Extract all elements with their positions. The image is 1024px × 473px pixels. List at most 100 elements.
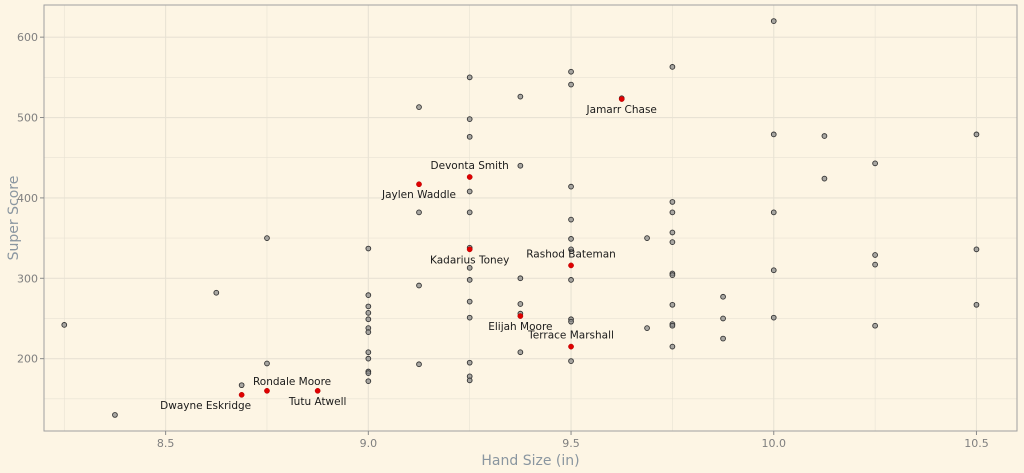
point-label: Terrace Marshall (527, 330, 614, 342)
data-point (644, 325, 650, 331)
data-point (669, 272, 676, 278)
point-label: Jamarr Chase (586, 104, 657, 116)
data-point (821, 175, 828, 182)
data-point (973, 131, 980, 138)
data-point (466, 209, 473, 216)
x-tick-label: 9.0 (360, 437, 378, 450)
data-point (466, 359, 473, 366)
data-point (568, 358, 574, 364)
data-point (872, 160, 878, 167)
data-point (365, 309, 372, 316)
point-label: Rondale Moore (253, 376, 331, 388)
data-point (568, 183, 574, 190)
data-point (568, 81, 574, 88)
data-point (973, 301, 980, 308)
data-point (466, 133, 473, 140)
data-point (517, 349, 524, 356)
data-point (770, 18, 777, 24)
data-point (669, 229, 676, 236)
x-tick-label: 10.0 (762, 437, 787, 450)
data-point (466, 298, 473, 305)
point-label: Kadarius Toney (430, 254, 509, 266)
highlighted-data-point (466, 174, 473, 180)
highlighted-data-point (238, 391, 245, 398)
data-point (568, 216, 574, 223)
highlighted-data-point (314, 387, 321, 394)
point-labels: Jamarr Chase Devonta Smith Jaylen Waddle Ka… (160, 104, 657, 412)
highlighted-data-point (264, 387, 270, 394)
data-point (238, 382, 245, 389)
y-axis-title: Super Score (6, 176, 22, 261)
data-point (872, 252, 878, 258)
data-point (213, 289, 220, 296)
data-point (365, 329, 372, 335)
data-point (669, 199, 676, 205)
data-point (365, 349, 372, 356)
axis-ticks: 8.5 9.0 9.5 10.0 10.5 200 300 400 500 600 (17, 31, 989, 450)
data-point (416, 282, 422, 289)
data-point (517, 301, 524, 307)
point-label: Jaylen Waddle (381, 189, 456, 201)
data-point (466, 277, 473, 283)
data-point (770, 314, 777, 321)
data-point (568, 277, 574, 283)
highlighted-data-point (568, 262, 574, 269)
plot-border (43, 4, 1018, 432)
data-point (466, 188, 473, 195)
y-tick-label: 300 (17, 272, 38, 285)
data-point (517, 93, 524, 100)
data-point (61, 322, 68, 328)
data-point (416, 104, 422, 110)
x-tick-label: 10.5 (964, 437, 989, 450)
data-point (365, 378, 372, 385)
highlighted-data-point (568, 343, 574, 350)
data-point (669, 239, 676, 245)
data-point (872, 322, 878, 329)
data-point (770, 131, 777, 138)
data-point (770, 267, 777, 274)
data-point (365, 370, 372, 376)
data-point (669, 301, 676, 308)
highlighted-data-point (517, 313, 524, 319)
highlighted-data-point (466, 246, 473, 253)
data-point (466, 377, 473, 384)
data-point (568, 318, 574, 325)
data-point (365, 292, 372, 299)
data-point (568, 246, 574, 253)
data-point (466, 116, 473, 122)
data-point (517, 162, 524, 169)
data-point (644, 235, 650, 241)
data-point (517, 275, 524, 282)
data-point (365, 316, 372, 323)
data-point (720, 315, 726, 322)
y-tick-label: 500 (17, 112, 38, 125)
highlighted-data-point (618, 96, 625, 102)
y-tick-label: 400 (17, 192, 38, 205)
plot-panel (44, 5, 1017, 431)
data-point (568, 236, 574, 242)
data-point (770, 209, 777, 216)
data-point (872, 261, 878, 268)
data-point (112, 412, 118, 418)
data-point (365, 303, 372, 310)
data-point (264, 235, 270, 241)
point-label: Devonta Smith (431, 160, 509, 172)
data-point (264, 360, 270, 367)
point-label: Tutu Atwell (288, 396, 347, 408)
y-tick-label: 600 (17, 31, 38, 44)
data-points (61, 18, 980, 418)
point-label: Elijah Moore (488, 321, 552, 333)
x-axis-title: Hand Size (in) (481, 453, 579, 469)
data-point (365, 355, 372, 362)
highlighted-data-point (416, 181, 422, 188)
point-label: Rashod Bateman (526, 248, 616, 260)
data-point (669, 343, 676, 350)
point-label: Dwayne Eskridge (160, 400, 251, 412)
data-point (720, 293, 726, 300)
data-point (669, 64, 676, 70)
data-point (568, 68, 574, 75)
data-point (416, 209, 422, 216)
data-point (669, 209, 676, 216)
